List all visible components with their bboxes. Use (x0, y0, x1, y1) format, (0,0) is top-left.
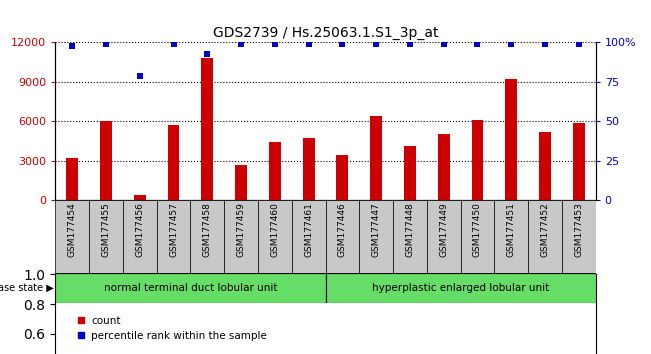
Text: GSM177452: GSM177452 (540, 202, 549, 257)
Bar (562, 200, 596, 273)
Point (472, 41, 482, 47)
Bar (337, 155, 348, 200)
Point (67, 43, 77, 48)
Bar (157, 200, 191, 273)
Bar (292, 200, 326, 273)
Bar (471, 120, 484, 200)
Point (405, 41, 415, 47)
Text: GSM177457: GSM177457 (169, 202, 178, 257)
Text: GSM177449: GSM177449 (439, 202, 448, 257)
Point (135, 73, 145, 78)
Bar (55, 200, 89, 273)
Text: GSM177447: GSM177447 (372, 202, 381, 257)
Point (169, 41, 179, 47)
Bar (359, 200, 393, 273)
Text: GSM177451: GSM177451 (506, 202, 516, 257)
Title: GDS2739 / Hs.25063.1.S1_3p_at: GDS2739 / Hs.25063.1.S1_3p_at (213, 26, 438, 40)
Bar (370, 116, 382, 200)
Text: disease state ▶: disease state ▶ (0, 282, 54, 293)
Bar (461, 200, 494, 273)
Text: GSM177450: GSM177450 (473, 202, 482, 257)
Text: GSM177456: GSM177456 (135, 202, 145, 257)
Text: GSM177459: GSM177459 (236, 202, 245, 257)
Bar (427, 200, 461, 273)
Bar (224, 200, 258, 273)
Bar (505, 79, 517, 200)
Bar (89, 200, 123, 273)
Point (337, 41, 348, 47)
Bar (528, 200, 562, 273)
Text: GSM177455: GSM177455 (102, 202, 111, 257)
Bar (123, 200, 157, 273)
Bar (437, 135, 450, 200)
Text: hyperplastic enlarged lobular unit: hyperplastic enlarged lobular unit (372, 282, 549, 293)
Bar (573, 122, 585, 200)
Bar (167, 125, 180, 200)
Text: GSM177461: GSM177461 (304, 202, 313, 257)
Point (506, 41, 516, 47)
Text: GSM177446: GSM177446 (338, 202, 347, 257)
Point (202, 51, 212, 56)
Bar (404, 146, 416, 200)
Text: normal terminal duct lobular unit: normal terminal duct lobular unit (104, 282, 277, 293)
Text: GSM177454: GSM177454 (68, 202, 77, 257)
Bar (258, 200, 292, 273)
Bar (55, 273, 325, 303)
Bar (100, 121, 112, 200)
Point (236, 41, 246, 47)
Point (270, 41, 280, 47)
Bar (494, 200, 528, 273)
Point (439, 41, 449, 47)
Bar (269, 142, 281, 200)
Point (371, 41, 381, 47)
Bar (326, 200, 359, 273)
Bar (393, 200, 427, 273)
Text: GSM177448: GSM177448 (406, 202, 415, 257)
Bar (191, 200, 224, 273)
Point (303, 41, 314, 47)
Bar (539, 132, 551, 200)
Text: GSM177458: GSM177458 (203, 202, 212, 257)
Bar (201, 58, 214, 200)
Bar (66, 158, 78, 200)
Point (101, 41, 111, 47)
Legend: count, percentile rank within the sample: count, percentile rank within the sample (72, 312, 271, 345)
Bar (303, 138, 314, 200)
Bar (235, 165, 247, 200)
Bar (326, 273, 596, 303)
Point (574, 41, 584, 47)
Text: GSM177460: GSM177460 (270, 202, 279, 257)
Text: GSM177453: GSM177453 (574, 202, 583, 257)
Point (540, 41, 550, 47)
Bar (134, 195, 146, 200)
